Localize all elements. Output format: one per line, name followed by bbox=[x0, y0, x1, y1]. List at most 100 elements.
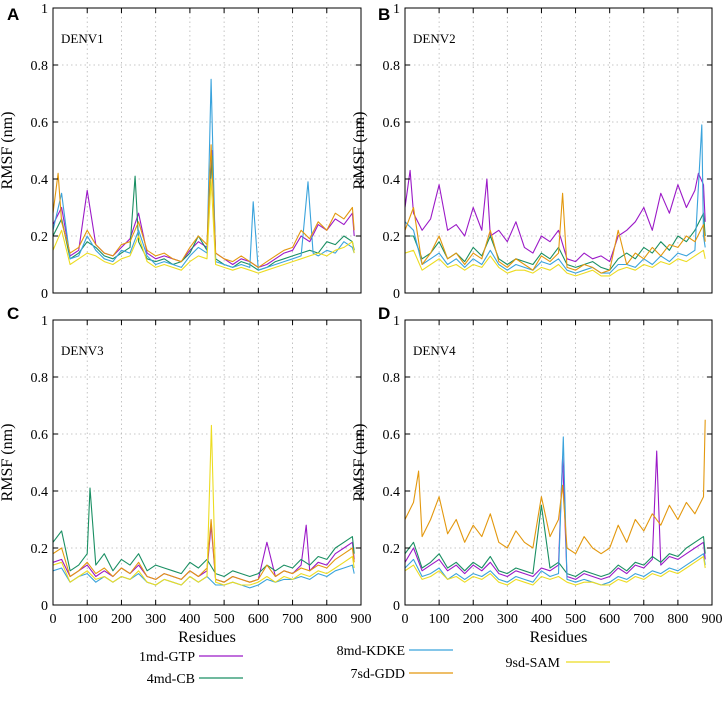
y-tick-label: 0.8 bbox=[31, 371, 49, 386]
x-tick-label: 600 bbox=[248, 612, 269, 627]
y-tick-label: 0.4 bbox=[383, 173, 401, 188]
legend-item-8md-kdke: 8md-KDKE bbox=[337, 644, 453, 659]
y-tick-label: 0 bbox=[393, 599, 400, 614]
y-tick-label: 0.2 bbox=[31, 542, 49, 557]
panel-title: DENV2 bbox=[413, 31, 456, 46]
legend: 1md-GTP 4md-CB 8md-KDKE 7sd-GDD 9sd-SAM bbox=[139, 644, 610, 687]
y-tick-label: 1 bbox=[393, 314, 400, 329]
y-tick-label: 0.4 bbox=[31, 485, 49, 500]
x-axis-label: Residues bbox=[530, 629, 588, 646]
x-tick-label: 100 bbox=[77, 612, 98, 627]
series-line-9sd-sam bbox=[53, 424, 355, 586]
x-tick-label: 0 bbox=[50, 612, 57, 627]
x-axis-label: Residues bbox=[178, 629, 236, 646]
series-group bbox=[53, 424, 355, 589]
series-line-8md-kdke bbox=[405, 436, 706, 586]
y-tick-label: 0.6 bbox=[383, 428, 401, 443]
grid bbox=[53, 320, 361, 605]
series-line-1md-gtp bbox=[53, 524, 355, 583]
x-tick-label: 500 bbox=[214, 612, 235, 627]
y-axis-label: RMSF (nm) bbox=[351, 112, 368, 190]
legend-item-1md-gtp: 1md-GTP bbox=[139, 650, 243, 665]
x-tick-label: 700 bbox=[633, 612, 654, 627]
x-tick-label: 700 bbox=[282, 612, 303, 627]
series-line-7sd-gdd bbox=[405, 419, 706, 555]
series-line-1md-gtp bbox=[405, 169, 706, 263]
series-line-7sd-gdd bbox=[405, 192, 706, 274]
y-axis-label: RMSF (nm) bbox=[0, 424, 16, 502]
series-line-8md-kdke bbox=[53, 78, 355, 271]
panel-c: 0 100 200 300 400 500 600 700 800 900 0 0.2 0.4 0.6 0.… bbox=[0, 304, 372, 646]
legend-item-9sd-sam: 9sd-SAM bbox=[506, 656, 610, 671]
plot-frame bbox=[404, 7, 713, 294]
panel-title: DENV4 bbox=[413, 343, 456, 358]
y-tick-label: 0.4 bbox=[383, 485, 401, 500]
legend-item-7sd-gdd: 7sd-GDD bbox=[351, 667, 453, 682]
grid bbox=[405, 8, 712, 293]
x-tick-label: 600 bbox=[599, 612, 620, 627]
legend-label: 8md-KDKE bbox=[337, 644, 405, 659]
series-line-9sd-sam bbox=[53, 178, 355, 274]
x-tick-label: 300 bbox=[497, 612, 518, 627]
y-tick-label: 0.6 bbox=[31, 116, 49, 131]
legend-label: 9sd-SAM bbox=[506, 656, 561, 671]
panel-letter: D bbox=[378, 304, 390, 323]
legend-label: 4md-CB bbox=[147, 672, 195, 687]
y-axis-label: RMSF (nm) bbox=[0, 112, 16, 190]
y-tick-label: 1 bbox=[41, 2, 48, 17]
x-tick-label: 200 bbox=[463, 612, 484, 627]
x-tick-label: 200 bbox=[111, 612, 132, 627]
plot-frame bbox=[404, 319, 713, 606]
y-tick-label: 0.6 bbox=[31, 428, 49, 443]
y-tick-label: 0 bbox=[41, 287, 48, 302]
series-line-9sd-sam bbox=[405, 555, 706, 586]
panel-title: DENV1 bbox=[61, 31, 104, 46]
series-line-7sd-gdd bbox=[53, 144, 355, 268]
y-axis-label: RMSF (nm) bbox=[351, 424, 368, 502]
y-tick-label: 0.6 bbox=[383, 116, 401, 131]
y-tick-label: 1 bbox=[41, 314, 48, 329]
y-tick-label: 0 bbox=[393, 287, 400, 302]
legend-label: 7sd-GDD bbox=[351, 667, 405, 682]
series-group bbox=[53, 78, 355, 274]
panel-a: 0 0.2 0.4 0.6 0.8 1 DENV1 A RMSF (nm) bbox=[0, 2, 362, 302]
x-tick-label: 900 bbox=[351, 612, 372, 627]
y-tick-label: 0.4 bbox=[31, 173, 49, 188]
y-tick-label: 0 bbox=[41, 599, 48, 614]
panel-letter: A bbox=[7, 5, 19, 24]
grid bbox=[405, 320, 712, 605]
legend-label: 1md-GTP bbox=[139, 650, 195, 665]
y-tick-label: 0.2 bbox=[31, 230, 49, 245]
series-group bbox=[405, 124, 706, 277]
plot-frame bbox=[52, 319, 362, 606]
series-line-9sd-sam bbox=[405, 249, 706, 277]
y-tick-label: 0.8 bbox=[31, 59, 49, 74]
y-tick-label: 0.8 bbox=[383, 371, 401, 386]
series-line-1md-gtp bbox=[405, 450, 706, 580]
x-tick-label: 400 bbox=[531, 612, 552, 627]
x-tick-label: 800 bbox=[316, 612, 337, 627]
x-tick-label: 800 bbox=[667, 612, 688, 627]
y-tick-label: 0.8 bbox=[383, 59, 401, 74]
x-tick-label: 0 bbox=[402, 612, 409, 627]
x-tick-label: 100 bbox=[429, 612, 450, 627]
y-tick-label: 1 bbox=[393, 2, 400, 17]
x-tick-label: 400 bbox=[179, 612, 200, 627]
x-tick-label: 300 bbox=[145, 612, 166, 627]
panel-letter: C bbox=[7, 304, 19, 323]
x-tick-label: 900 bbox=[702, 612, 723, 627]
y-tick-label: 0.2 bbox=[383, 230, 401, 245]
panel-d: 0 100 200 300 400 500 600 700 800 900 0 0.2 0.4 0.6 0.… bbox=[351, 304, 723, 646]
y-tick-label: 0.2 bbox=[383, 542, 401, 557]
legend-item-4md-cb: 4md-CB bbox=[147, 672, 243, 687]
series-group bbox=[405, 419, 706, 586]
series-line-8md-kdke bbox=[405, 124, 706, 274]
panel-b: 0 0.2 0.4 0.6 0.8 1 DENV2 B RMSF (nm) bbox=[351, 2, 713, 302]
series-line-4md-cb bbox=[53, 487, 355, 578]
series-line-7sd-gdd bbox=[53, 518, 355, 583]
panel-letter: B bbox=[378, 5, 390, 24]
plot-frame bbox=[52, 7, 362, 294]
